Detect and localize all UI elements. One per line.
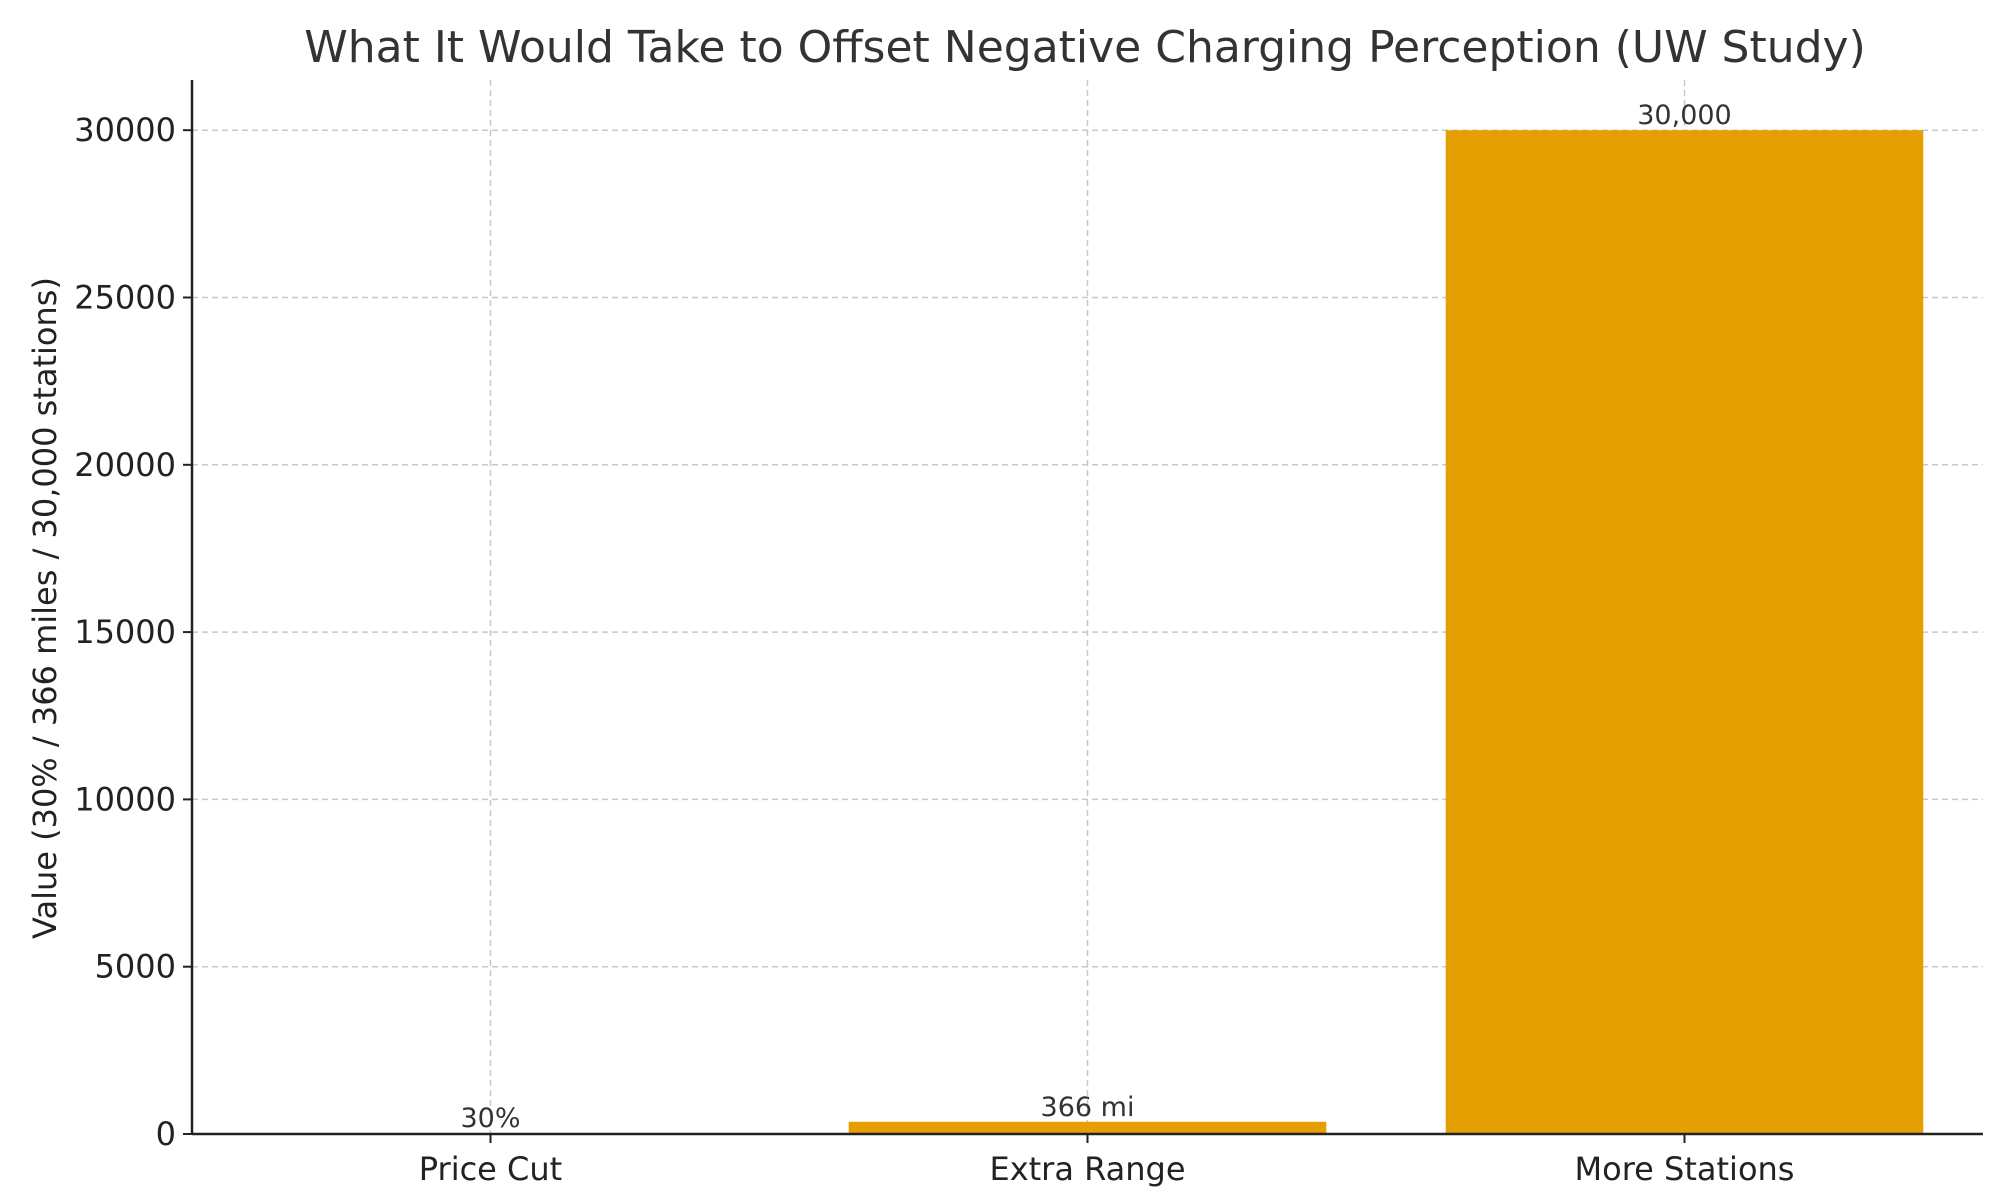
bar xyxy=(1445,130,1924,1134)
x-tick-label: More Stations xyxy=(1575,1150,1795,1188)
y-tick-label: 30000 xyxy=(74,111,176,149)
y-tick-label: 25000 xyxy=(74,278,176,316)
y-tick-label: 20000 xyxy=(74,446,176,484)
y-tick-label: 5000 xyxy=(95,948,176,986)
data-label: 366 mi xyxy=(1041,1092,1135,1123)
x-tick-label: Extra Range xyxy=(989,1150,1185,1188)
chart-title: What It Would Take to Offset Negative Ch… xyxy=(304,22,1866,73)
data-label: 30% xyxy=(460,1103,520,1134)
y-tick-label: 0 xyxy=(156,1115,176,1153)
data-label: 30,000 xyxy=(1637,100,1731,131)
x-tick-layer: Price Cut Extra Range More Stations xyxy=(419,1134,1795,1188)
y-tick-label: 10000 xyxy=(74,780,176,818)
bar xyxy=(848,1121,1327,1134)
y-axis-label: Value (30% / 366 miles / 30,000 stations… xyxy=(26,277,64,939)
y-tick-label: 15000 xyxy=(74,613,176,651)
y-tick-layer: 0 5000 10000 15000 20000 25000 30000 xyxy=(74,111,192,1153)
x-tick-label: Price Cut xyxy=(419,1150,562,1188)
data-label-layer: 30% 366 mi 30,000 xyxy=(460,100,1731,1134)
